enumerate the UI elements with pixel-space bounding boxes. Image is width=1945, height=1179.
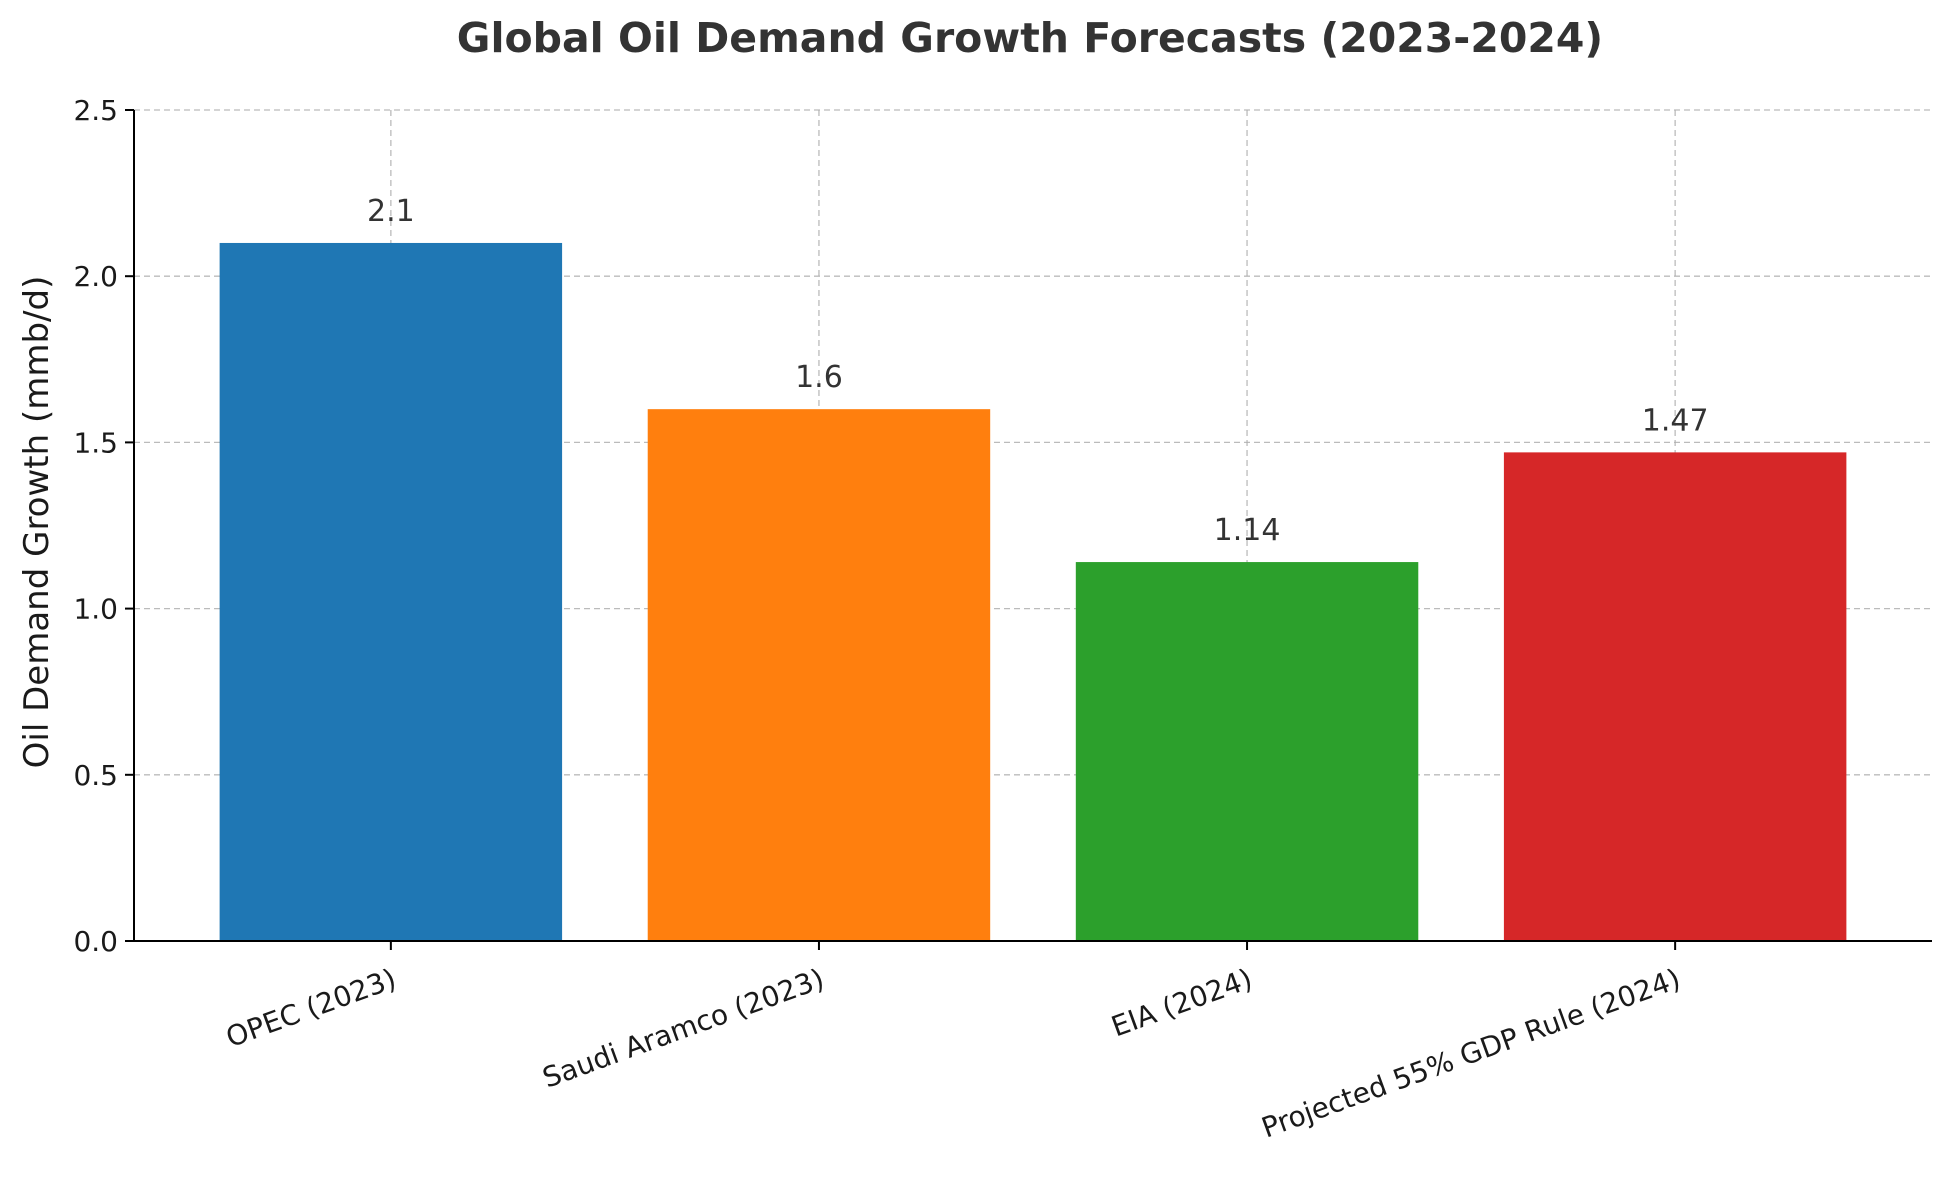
y-tick-label: 0.5 <box>73 759 118 792</box>
x-tick-label: Projected 55% GDP Rule (2024) <box>1257 962 1684 1144</box>
bar <box>647 409 991 941</box>
bar <box>219 242 563 941</box>
y-tick-label: 1.0 <box>73 593 118 626</box>
bar <box>1075 562 1419 941</box>
y-tick-label: 2.0 <box>73 260 118 293</box>
x-tick-label: OPEC (2023) <box>222 962 401 1054</box>
data-label: 1.47 <box>1642 403 1709 438</box>
y-axis-label: Oil Demand Growth (mmb/d) <box>17 276 57 769</box>
y-tick-label: 0.0 <box>73 925 118 958</box>
x-tick-label: EIA (2024) <box>1107 962 1257 1043</box>
bars <box>219 242 1847 941</box>
x-tick-label: Saudi Aramco (2023) <box>538 962 828 1095</box>
data-label: 2.1 <box>367 194 415 229</box>
bar <box>1503 452 1847 941</box>
y-tick-label: 2.5 <box>73 94 118 127</box>
data-label: 1.14 <box>1214 513 1281 548</box>
chart-title: Global Oil Demand Growth Forecasts (2023… <box>457 14 1603 62</box>
data-labels: 2.1 1.6 1.14 1.47 <box>367 194 1709 548</box>
data-label: 1.6 <box>795 360 843 395</box>
y-tick-label: 1.5 <box>73 426 118 459</box>
